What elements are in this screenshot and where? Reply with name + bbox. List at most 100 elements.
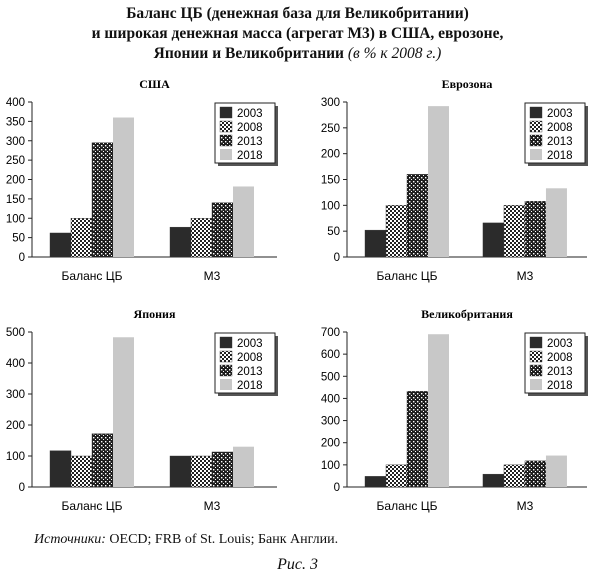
y-tick-label-uk: 200 [321, 438, 340, 450]
x-category-label-usa: М3 [204, 269, 221, 283]
legend-swatch-uk-2018 [530, 379, 542, 390]
figure-caption: Рис. 3 [277, 556, 318, 573]
title-line-3-italic: (в % к 2008 г.) [347, 45, 442, 62]
y-tick-label-usa: 350 [6, 116, 25, 128]
legend-label-uk-2003: 2003 [547, 338, 573, 350]
legend-label-uk-2013: 2013 [547, 366, 573, 378]
bar-eurozone-m3-2013 [524, 200, 547, 258]
legend-swatch-usa-2013 [219, 134, 233, 147]
y-tick-label-eurozone: 250 [321, 123, 340, 135]
source-label: Источники: [34, 532, 106, 547]
y-tick-label-uk: 400 [321, 393, 340, 405]
bar-uk-m3-2003 [482, 473, 505, 488]
legend-swatch-usa-2018 [220, 149, 232, 160]
y-tick-label-usa: 100 [6, 213, 25, 225]
y-tick-label-uk: 300 [321, 416, 340, 428]
legend-label-usa-2003: 2003 [237, 108, 263, 120]
bar-japan-m3-2008 [190, 455, 213, 488]
legend-label-uk-2008: 2008 [547, 352, 573, 364]
bar-eurozone-m3-2008 [503, 205, 526, 258]
y-tick-label-japan: 300 [6, 389, 25, 401]
bar-usa-cb-2018 [113, 117, 134, 257]
y-tick-label-usa: 200 [6, 175, 25, 187]
x-category-label-usa: Баланс ЦБ [62, 269, 123, 283]
chart-title-uk: Великобритания [421, 307, 513, 321]
bar-uk-cb-2008 [385, 464, 408, 488]
legend-label-japan-2013: 2013 [237, 366, 263, 378]
y-tick-label-eurozone: 300 [321, 97, 340, 109]
legend-swatch-japan-2003 [219, 336, 233, 349]
y-tick-label-usa: 300 [6, 136, 25, 148]
bar-japan-m3-2013 [211, 451, 234, 488]
legend-label-japan-2018: 2018 [237, 380, 263, 392]
y-tick-label-uk: 500 [321, 371, 340, 383]
legend-label-usa-2018: 2018 [237, 150, 263, 162]
chart-title-eurozone: Еврозона [442, 77, 493, 91]
figure-title: Баланс ЦБ (денежная база для Великобрита… [0, 4, 595, 64]
bar-usa-m3-2013 [211, 202, 234, 258]
bar-usa-cb-2013 [91, 142, 114, 258]
bar-uk-m3-2013 [524, 460, 547, 488]
bar-japan-cb-2013 [91, 433, 114, 488]
title-line-1: Баланс ЦБ (денежная база для Великобрита… [126, 5, 469, 22]
bar-uk-m3-2018 [545, 455, 567, 487]
bar-japan-m3-2003 [169, 455, 192, 488]
legend-label-eurozone-2018: 2018 [547, 150, 573, 162]
bar-uk-m3-2008 [503, 464, 526, 488]
legend-swatch-eurozone-2008 [529, 120, 543, 133]
x-category-label-uk: Баланс ЦБ [377, 499, 438, 513]
y-tick-label-uk: 100 [321, 460, 340, 472]
bar-eurozone-cb-2018 [428, 106, 449, 257]
legend-label-eurozone-2008: 2008 [547, 122, 573, 134]
x-category-label-eurozone: Баланс ЦБ [377, 269, 438, 283]
legend-label-japan-2003: 2003 [237, 338, 263, 350]
y-tick-label-uk: 0 [334, 482, 340, 494]
legend-swatch-usa-2003 [219, 106, 233, 119]
y-tick-label-japan: 200 [6, 420, 25, 432]
bar-usa-cb-2003 [49, 232, 72, 258]
bar-japan-cb-2003 [49, 450, 72, 488]
bar-eurozone-m3-2018 [545, 188, 567, 257]
bar-japan-cb-2018 [113, 337, 134, 487]
y-tick-label-eurozone: 0 [334, 252, 340, 264]
legend-label-japan-2008: 2008 [237, 352, 263, 364]
legend-label-eurozone-2003: 2003 [547, 108, 573, 120]
legend-swatch-eurozone-2018 [530, 149, 542, 160]
legend-label-usa-2013: 2013 [237, 136, 263, 148]
bar-usa-m3-2008 [190, 218, 213, 258]
legend-swatch-eurozone-2003 [529, 106, 543, 119]
y-tick-label-usa: 50 [12, 233, 25, 245]
source-note: Источники: OECD; FRB of St. Louis; Банк … [34, 532, 338, 548]
y-tick-label-eurozone: 100 [321, 200, 340, 212]
y-tick-label-eurozone: 200 [321, 149, 340, 161]
bar-usa-m3-2003 [169, 226, 192, 258]
title-line-3-main: Японии и Великобритании [153, 45, 344, 62]
y-tick-label-usa: 250 [6, 155, 25, 167]
legend-swatch-uk-2013 [529, 364, 543, 377]
legend-swatch-japan-2013 [219, 364, 233, 377]
bar-japan-cb-2008 [70, 455, 93, 488]
y-tick-label-eurozone: 50 [327, 226, 340, 238]
chart-title-japan: Япония [134, 307, 176, 321]
x-category-label-japan: Баланс ЦБ [62, 499, 123, 513]
y-tick-label-japan: 400 [6, 358, 25, 370]
bar-japan-m3-2018 [233, 446, 254, 487]
y-tick-label-usa: 400 [6, 97, 25, 109]
x-category-label-eurozone: М3 [517, 269, 534, 283]
bar-eurozone-cb-2008 [385, 205, 408, 258]
legend-label-uk-2018: 2018 [547, 380, 573, 392]
bar-usa-m3-2018 [233, 186, 254, 257]
legend-label-usa-2008: 2008 [237, 122, 263, 134]
y-tick-label-usa: 0 [19, 252, 25, 264]
y-tick-label-eurozone: 150 [321, 175, 340, 187]
y-tick-label-uk: 700 [321, 327, 340, 339]
legend-swatch-japan-2008 [219, 350, 233, 363]
legend-swatch-uk-2008 [529, 350, 543, 363]
bar-usa-cb-2008 [70, 218, 93, 258]
y-tick-label-japan: 500 [6, 327, 25, 339]
title-line-2: и широкая денежная масса (агрегат М3) в … [91, 25, 504, 42]
bar-eurozone-m3-2003 [482, 222, 505, 258]
bar-eurozone-cb-2013 [406, 174, 429, 258]
x-category-label-uk: М3 [517, 499, 534, 513]
